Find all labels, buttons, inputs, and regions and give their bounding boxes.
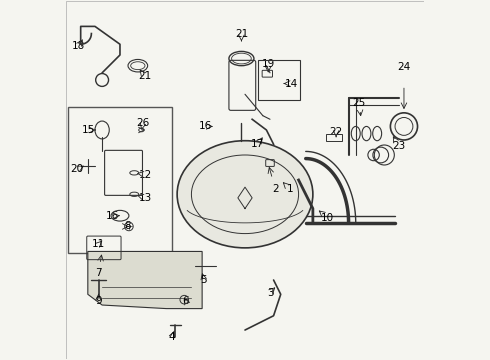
Text: 16: 16 xyxy=(106,211,120,221)
Text: 16: 16 xyxy=(199,121,212,131)
Text: 23: 23 xyxy=(392,141,405,151)
Text: 12: 12 xyxy=(139,170,152,180)
FancyBboxPatch shape xyxy=(68,107,172,253)
Text: 8: 8 xyxy=(124,221,130,231)
Text: 21: 21 xyxy=(235,28,248,39)
Polygon shape xyxy=(88,251,202,309)
Ellipse shape xyxy=(177,141,313,248)
Text: 10: 10 xyxy=(320,212,334,222)
Text: 11: 11 xyxy=(92,239,105,249)
Text: 6: 6 xyxy=(183,296,189,306)
Text: 24: 24 xyxy=(397,63,411,72)
Text: 25: 25 xyxy=(353,98,366,108)
Text: 18: 18 xyxy=(72,41,85,51)
Text: 4: 4 xyxy=(169,332,175,342)
Text: 5: 5 xyxy=(200,275,207,285)
Text: 7: 7 xyxy=(95,268,102,278)
Text: 19: 19 xyxy=(262,59,275,69)
Text: 2: 2 xyxy=(272,184,279,194)
Text: 3: 3 xyxy=(267,288,273,297)
Text: 21: 21 xyxy=(138,71,151,81)
Text: 22: 22 xyxy=(329,127,343,137)
FancyBboxPatch shape xyxy=(66,1,424,359)
Text: 9: 9 xyxy=(95,296,102,306)
Text: 17: 17 xyxy=(251,139,264,149)
Text: 26: 26 xyxy=(137,118,150,128)
Text: 1: 1 xyxy=(286,184,293,194)
Text: 15: 15 xyxy=(82,125,95,135)
Text: 14: 14 xyxy=(285,78,298,89)
Text: 13: 13 xyxy=(139,193,152,203)
Text: 20: 20 xyxy=(71,164,84,174)
